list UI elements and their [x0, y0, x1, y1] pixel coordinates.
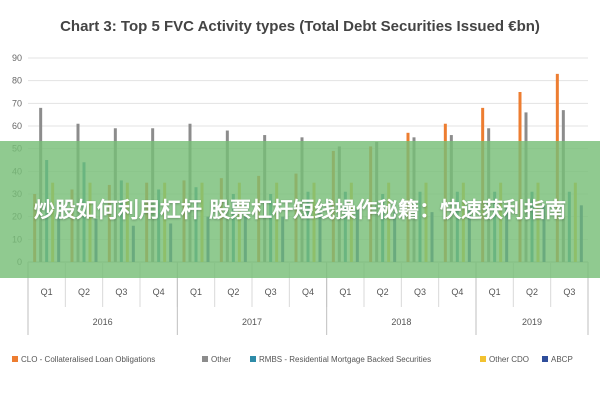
chart-title: Chart 3: Top 5 FVC Activity types (Total…	[60, 18, 540, 35]
y-tick-label: 70	[12, 98, 22, 108]
group-label: 2018	[391, 317, 411, 327]
legend-swatch	[480, 356, 486, 362]
x-tick-label: Q2	[526, 287, 538, 297]
legend-label: Other CDO	[489, 355, 529, 364]
legend-label: Other	[211, 355, 231, 364]
y-tick-label: 90	[12, 53, 22, 63]
x-tick-label: Q1	[339, 287, 351, 297]
legend-label: RMBS - Residential Mortgage Backed Secur…	[259, 355, 431, 364]
x-tick-label: Q3	[414, 287, 426, 297]
x-tick-label: Q4	[451, 287, 463, 297]
x-tick-label: Q1	[41, 287, 53, 297]
x-tick-label: Q4	[302, 287, 314, 297]
legend-swatch	[12, 356, 18, 362]
overlay-banner[interactable]: 炒股如何利用杠杆 股票杠杆短线操作秘籍：快速获利指南	[0, 141, 600, 278]
x-tick-label: Q2	[377, 287, 389, 297]
legend-swatch	[250, 356, 256, 362]
legend-label: ABCP	[551, 355, 573, 364]
x-tick-label: Q2	[78, 287, 90, 297]
group-label: 2017	[242, 317, 262, 327]
x-tick-label: Q2	[227, 287, 239, 297]
x-tick-label: Q1	[489, 287, 501, 297]
group-label: 2019	[522, 317, 542, 327]
legend-label: CLO - Collateralised Loan Obligations	[21, 355, 155, 364]
group-label: 2016	[93, 317, 113, 327]
legend: CLO - Collateralised Loan Obligations Oth…	[12, 355, 573, 364]
legend-swatch	[542, 356, 548, 362]
x-tick-label: Q3	[265, 287, 277, 297]
overlay-headline: 炒股如何利用杠杆 股票杠杆短线操作秘籍：快速获利指南	[33, 197, 567, 222]
x-tick-label: Q4	[153, 287, 165, 297]
x-tick-label: Q3	[563, 287, 575, 297]
x-tick-label: Q3	[115, 287, 127, 297]
y-tick-label: 60	[12, 121, 22, 131]
x-tick-label: Q1	[190, 287, 202, 297]
legend-swatch	[202, 356, 208, 362]
y-tick-label: 80	[12, 76, 22, 86]
